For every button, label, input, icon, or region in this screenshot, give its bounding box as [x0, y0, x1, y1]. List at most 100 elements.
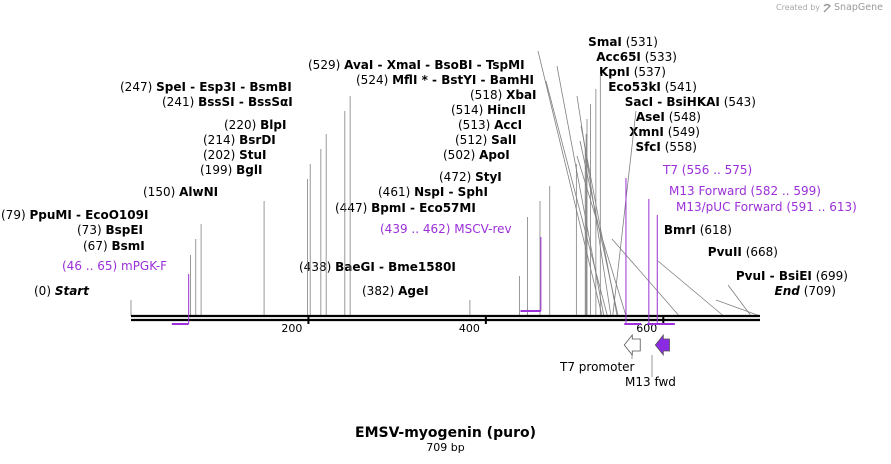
primer-label: (46 .. 65) mPGK-F: [62, 259, 167, 273]
site-label: (382) AgeI: [362, 284, 429, 298]
site-enzymes: AvaI - XmaI - BsoBI - TspMI: [344, 58, 524, 72]
primer-label: M13/pUC Forward (591 .. 613): [676, 200, 857, 214]
site-label: (150) AlwNI: [143, 185, 218, 199]
site-position: (0): [34, 284, 51, 298]
site-leader-line: [576, 95, 612, 317]
site-position: (220): [224, 118, 256, 132]
site-label: (241) BssSI - BssSαI: [162, 95, 293, 109]
site-enzymes: Eco53kI: [608, 80, 661, 94]
site-position: (247): [120, 80, 152, 94]
site-label: (502) ApoI: [443, 148, 510, 162]
ruler-tick-label: 600: [636, 322, 657, 335]
site-position: (524): [356, 73, 388, 87]
site-enzymes: StyI: [475, 170, 502, 184]
site-position: (709): [804, 284, 836, 298]
site-position: (512): [455, 133, 487, 147]
site-enzymes: SmaI: [588, 35, 622, 49]
site-label: SfcI (558): [635, 140, 697, 154]
site-label: (472) StyI: [439, 170, 502, 184]
site-position: (537): [634, 65, 666, 79]
site-position: (558): [665, 140, 697, 154]
site-leader-line: [657, 260, 724, 317]
site-enzymes: SacI - BsiHKAI: [625, 95, 720, 109]
site-label: KpnI (537): [599, 65, 666, 79]
site-leader-line: [612, 110, 637, 317]
feature-arrow: [623, 333, 641, 357]
primer-name: M13 Forward: [669, 184, 747, 198]
site-label: PvuII (668): [708, 245, 778, 259]
primer-label: (439 .. 462) MSCV-rev: [380, 222, 512, 236]
site-label: (518) XbaI: [470, 88, 537, 102]
site-enzymes: AccI: [494, 118, 522, 132]
site-label: End (709): [775, 284, 836, 298]
primer-label: T7 (556 .. 575): [662, 163, 752, 177]
site-enzymes: AgeI: [398, 284, 428, 298]
site-position: (668): [746, 245, 778, 259]
site-enzymes: BspEI: [105, 223, 143, 237]
site-position: (543): [724, 95, 756, 109]
site-position: (549): [668, 125, 700, 139]
site-enzymes: BglI: [236, 163, 262, 177]
credit-brand: SnapGene: [834, 2, 883, 13]
feature-arrow: [654, 333, 670, 357]
site-enzymes: NspI - SphI: [414, 185, 488, 199]
site-position: (541): [665, 80, 697, 94]
primer-range: (439 .. 462): [380, 222, 450, 236]
site-position: (502): [443, 148, 475, 162]
site-position: (514): [451, 103, 483, 117]
site-label: Eco53kI (541): [608, 80, 697, 94]
site-label: (438) BaeGI - Bme1580I: [299, 260, 456, 274]
site-enzymes: AlwNI: [179, 185, 218, 199]
site-label: (79) PpuMI - EcoO109I: [1, 208, 148, 222]
site-position: (461): [378, 185, 410, 199]
site-label: (67) BsmI: [83, 239, 145, 253]
primer-name: T7: [662, 163, 678, 177]
site-enzymes: PvuII: [708, 245, 742, 259]
site-label: (514) HincII: [451, 103, 526, 117]
site-position: (548): [669, 110, 701, 124]
site-label: (0) Start: [34, 284, 90, 298]
site-enzymes: BaeGI - Bme1580I: [335, 260, 456, 274]
site-label: (214) BsrDI: [203, 133, 276, 147]
primer-name: mPGK-F: [121, 259, 167, 273]
site-label: (202) StuI: [203, 148, 267, 162]
site-enzymes: HincII: [487, 103, 526, 117]
site-leader-line: [537, 50, 603, 317]
site-enzymes: KpnI: [599, 65, 630, 79]
site-enzymes: BsrDI: [239, 133, 276, 147]
site-label: (447) BpmI - Eco57MI: [335, 201, 476, 215]
site-position: (382): [362, 284, 394, 298]
site-position: (472): [439, 170, 471, 184]
site-enzymes: BlpI: [260, 118, 286, 132]
site-enzymes: MflI * - BstYI - BamHI: [392, 73, 534, 87]
site-position: (202): [203, 148, 235, 162]
primer-range: (556 .. 575): [682, 163, 752, 177]
site-enzymes: BmrI: [664, 223, 696, 237]
site-position: (199): [200, 163, 232, 177]
site-position: (531): [626, 35, 658, 49]
snapgene-logo-icon: [823, 3, 832, 12]
site-label: (529) AvaI - XmaI - BsoBI - TspMI: [308, 58, 525, 72]
site-label: (513) AccI: [458, 118, 522, 132]
site-label: PvuI - BsiEI (699): [736, 269, 848, 283]
site-leader-line: [611, 238, 680, 317]
site-label: (73) BspEI: [77, 223, 143, 237]
credit-prefix: Created by: [776, 3, 821, 12]
plasmid-name: EMSV-myogenin (puro): [355, 425, 536, 441]
site-enzymes: SalI: [491, 133, 516, 147]
site-enzymes: BpmI - Eco57MI: [371, 201, 476, 215]
site-leader-line: [556, 65, 605, 317]
site-position: (533): [645, 50, 677, 64]
site-enzymes: Acc65I: [596, 50, 641, 64]
site-leader-line: [545, 80, 608, 317]
primer-range: (46 .. 65): [62, 259, 117, 273]
site-enzymes: BsmI: [111, 239, 144, 253]
site-position: (150): [143, 185, 175, 199]
site-position: (529): [308, 58, 340, 72]
site-label: BmrI (618): [664, 223, 732, 237]
plasmid-length: 709 bp: [426, 441, 465, 454]
site-label: AseI (548): [636, 110, 701, 124]
site-enzymes: PpuMI - EcoO109I: [29, 208, 148, 222]
site-enzymes: XmnI: [629, 125, 664, 139]
